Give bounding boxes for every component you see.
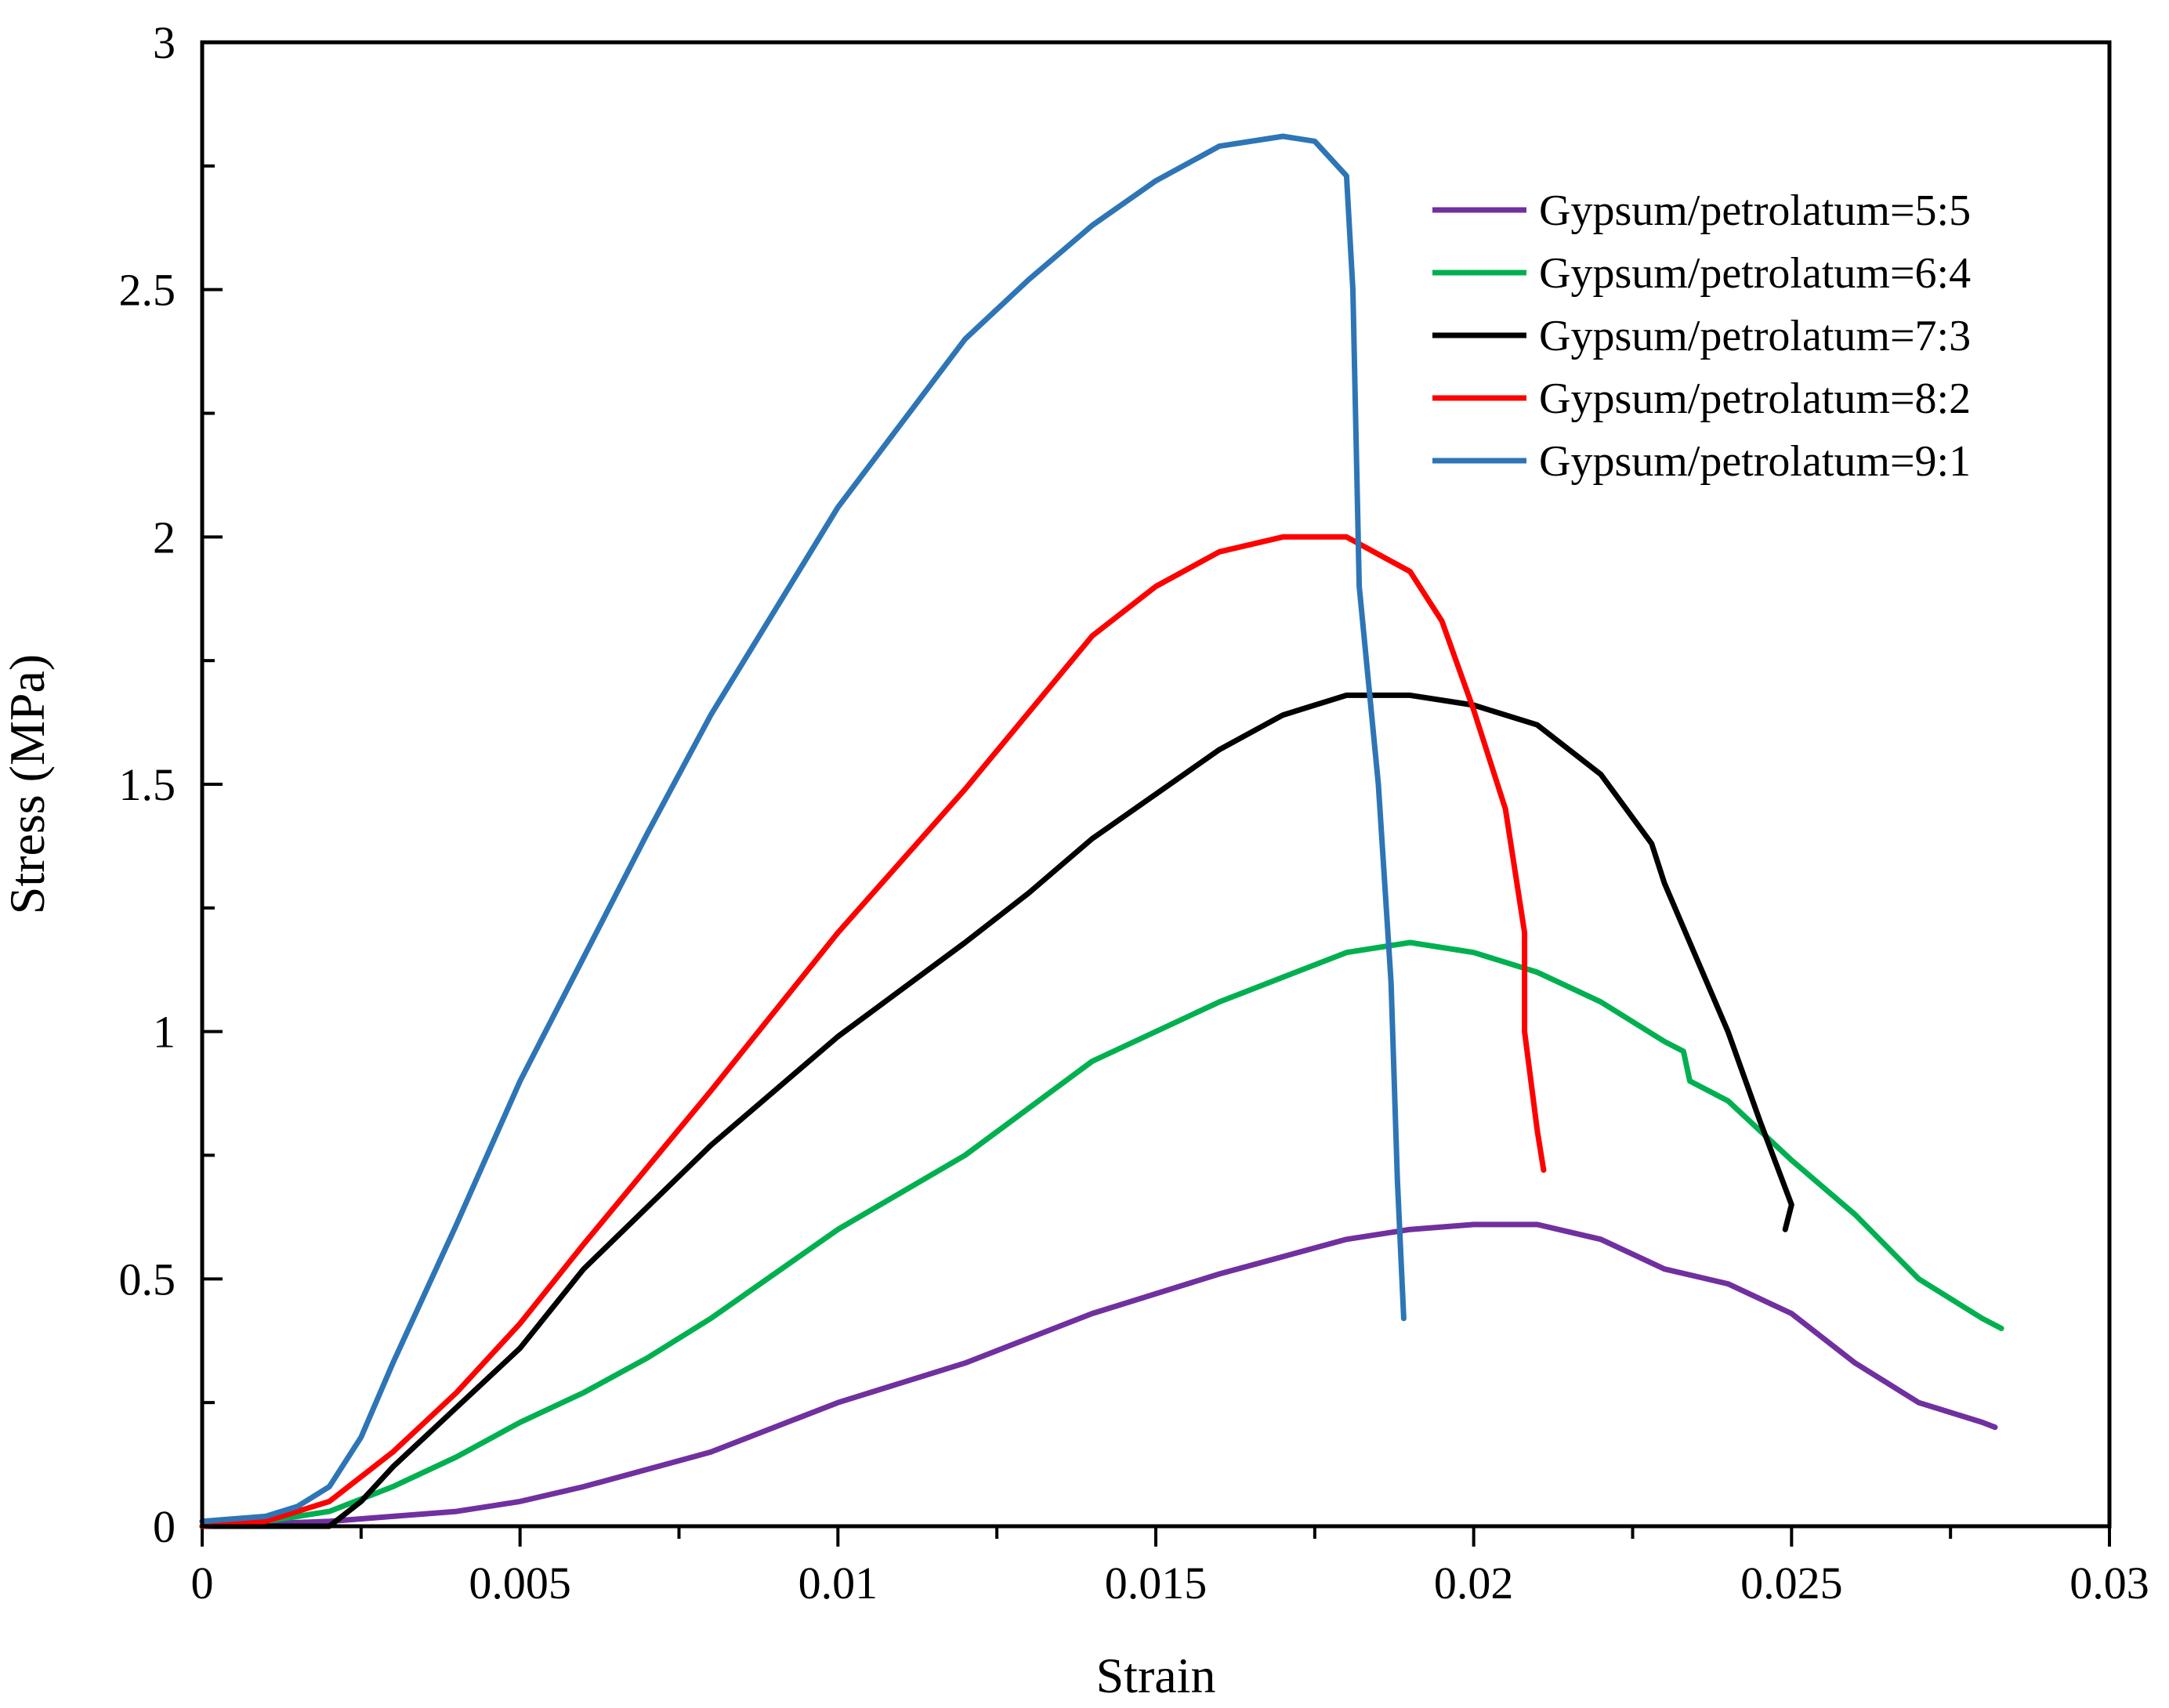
legend-label: Gypsum/petrolatum=8:2 bbox=[1539, 375, 1971, 423]
legend-label: Gypsum/petrolatum=7:3 bbox=[1539, 312, 1971, 360]
legend-label: Gypsum/petrolatum=9:1 bbox=[1539, 437, 1971, 486]
y-tick-label: 1.5 bbox=[119, 759, 176, 810]
plot-series bbox=[199, 133, 2004, 1529]
x-tick-label: 0.01 bbox=[798, 1558, 878, 1608]
legend-label: Gypsum/petrolatum=5:5 bbox=[1539, 186, 1971, 235]
series-line-1 bbox=[199, 1221, 1998, 1529]
x-tick-label: 0.005 bbox=[469, 1558, 571, 1608]
series-line-3 bbox=[199, 692, 1794, 1529]
y-tick-label: 2 bbox=[153, 512, 176, 563]
y-tick-label: 0.5 bbox=[119, 1254, 176, 1305]
x-axis-title: Strain bbox=[1096, 1648, 1216, 1703]
x-tick-label: 0.025 bbox=[1740, 1558, 1843, 1608]
y-axis-title: Stress (MPa) bbox=[0, 654, 55, 914]
y-tick-label: 3 bbox=[153, 17, 176, 68]
y-tick-label: 2.5 bbox=[119, 265, 176, 316]
legend-label: Gypsum/petrolatum=6:4 bbox=[1539, 249, 1971, 298]
series-line-2 bbox=[199, 939, 2004, 1525]
plot-frame bbox=[200, 40, 2112, 1529]
tick-labels: 0 0.005 0.01 0.015 0.02 0.025 0.03 0 0.5 1 1.5 2 2.5… bbox=[119, 17, 2149, 1608]
y-tick-label: 0 bbox=[153, 1501, 176, 1552]
y-tick-label: 1 bbox=[153, 1007, 176, 1058]
legend: Gypsum/petrolatum=5:5 Gypsum/petrolatum=6… bbox=[1432, 186, 1971, 486]
x-tick-label: 0.015 bbox=[1105, 1558, 1208, 1608]
x-tick-label: 0.02 bbox=[1434, 1558, 1514, 1608]
series-line-4 bbox=[199, 534, 1547, 1529]
series-line-5 bbox=[199, 133, 1407, 1525]
x-tick-label: 0.03 bbox=[2069, 1558, 2149, 1608]
x-tick-label: 0 bbox=[191, 1558, 214, 1608]
